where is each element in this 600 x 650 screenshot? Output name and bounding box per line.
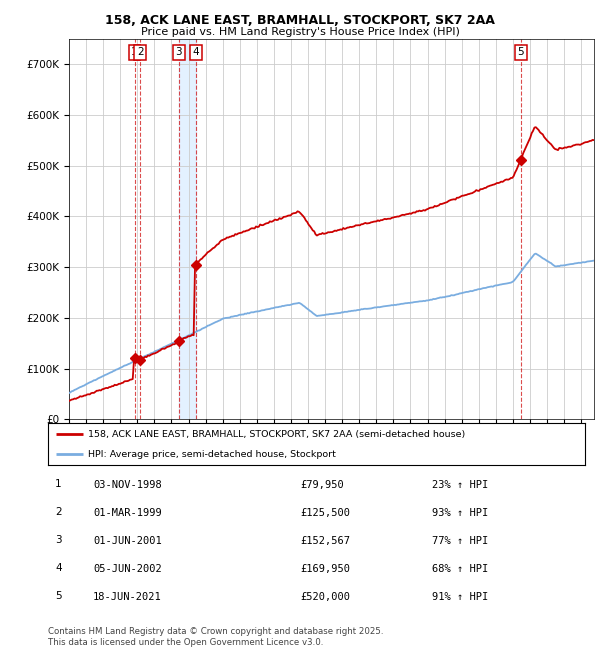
Text: 2: 2 [55, 507, 62, 517]
Text: 03-NOV-1998: 03-NOV-1998 [93, 480, 162, 490]
Text: 4: 4 [55, 563, 62, 573]
Text: 68% ↑ HPI: 68% ↑ HPI [432, 564, 488, 574]
Text: 5: 5 [55, 591, 62, 601]
Text: Price paid vs. HM Land Registry's House Price Index (HPI): Price paid vs. HM Land Registry's House … [140, 27, 460, 37]
Text: 77% ↑ HPI: 77% ↑ HPI [432, 536, 488, 546]
Text: 23% ↑ HPI: 23% ↑ HPI [432, 480, 488, 490]
Text: 3: 3 [175, 47, 182, 57]
Text: 3: 3 [55, 535, 62, 545]
Text: £125,500: £125,500 [300, 508, 350, 518]
Text: £79,950: £79,950 [300, 480, 344, 490]
Text: 1: 1 [55, 479, 62, 489]
Text: 5: 5 [517, 47, 524, 57]
Bar [179, 39, 196, 419]
Text: £152,567: £152,567 [300, 536, 350, 546]
Text: HPI: Average price, semi-detached house, Stockport: HPI: Average price, semi-detached house,… [88, 450, 336, 459]
Text: 158, ACK LANE EAST, BRAMHALL, STOCKPORT, SK7 2AA: 158, ACK LANE EAST, BRAMHALL, STOCKPORT,… [105, 14, 495, 27]
Text: £169,950: £169,950 [300, 564, 350, 574]
Text: 18-JUN-2021: 18-JUN-2021 [93, 592, 162, 602]
Text: 93% ↑ HPI: 93% ↑ HPI [432, 508, 488, 518]
Text: £520,000: £520,000 [300, 592, 350, 602]
Text: 05-JUN-2002: 05-JUN-2002 [93, 564, 162, 574]
Text: Contains HM Land Registry data © Crown copyright and database right 2025.
This d: Contains HM Land Registry data © Crown c… [48, 627, 383, 647]
Text: 158, ACK LANE EAST, BRAMHALL, STOCKPORT, SK7 2AA (semi-detached house): 158, ACK LANE EAST, BRAMHALL, STOCKPORT,… [88, 430, 466, 439]
Text: 01-MAR-1999: 01-MAR-1999 [93, 508, 162, 518]
Text: 4: 4 [193, 47, 199, 57]
Text: 01-JUN-2001: 01-JUN-2001 [93, 536, 162, 546]
Text: 2: 2 [137, 47, 143, 57]
Text: 1: 1 [131, 47, 138, 57]
Text: 91% ↑ HPI: 91% ↑ HPI [432, 592, 488, 602]
